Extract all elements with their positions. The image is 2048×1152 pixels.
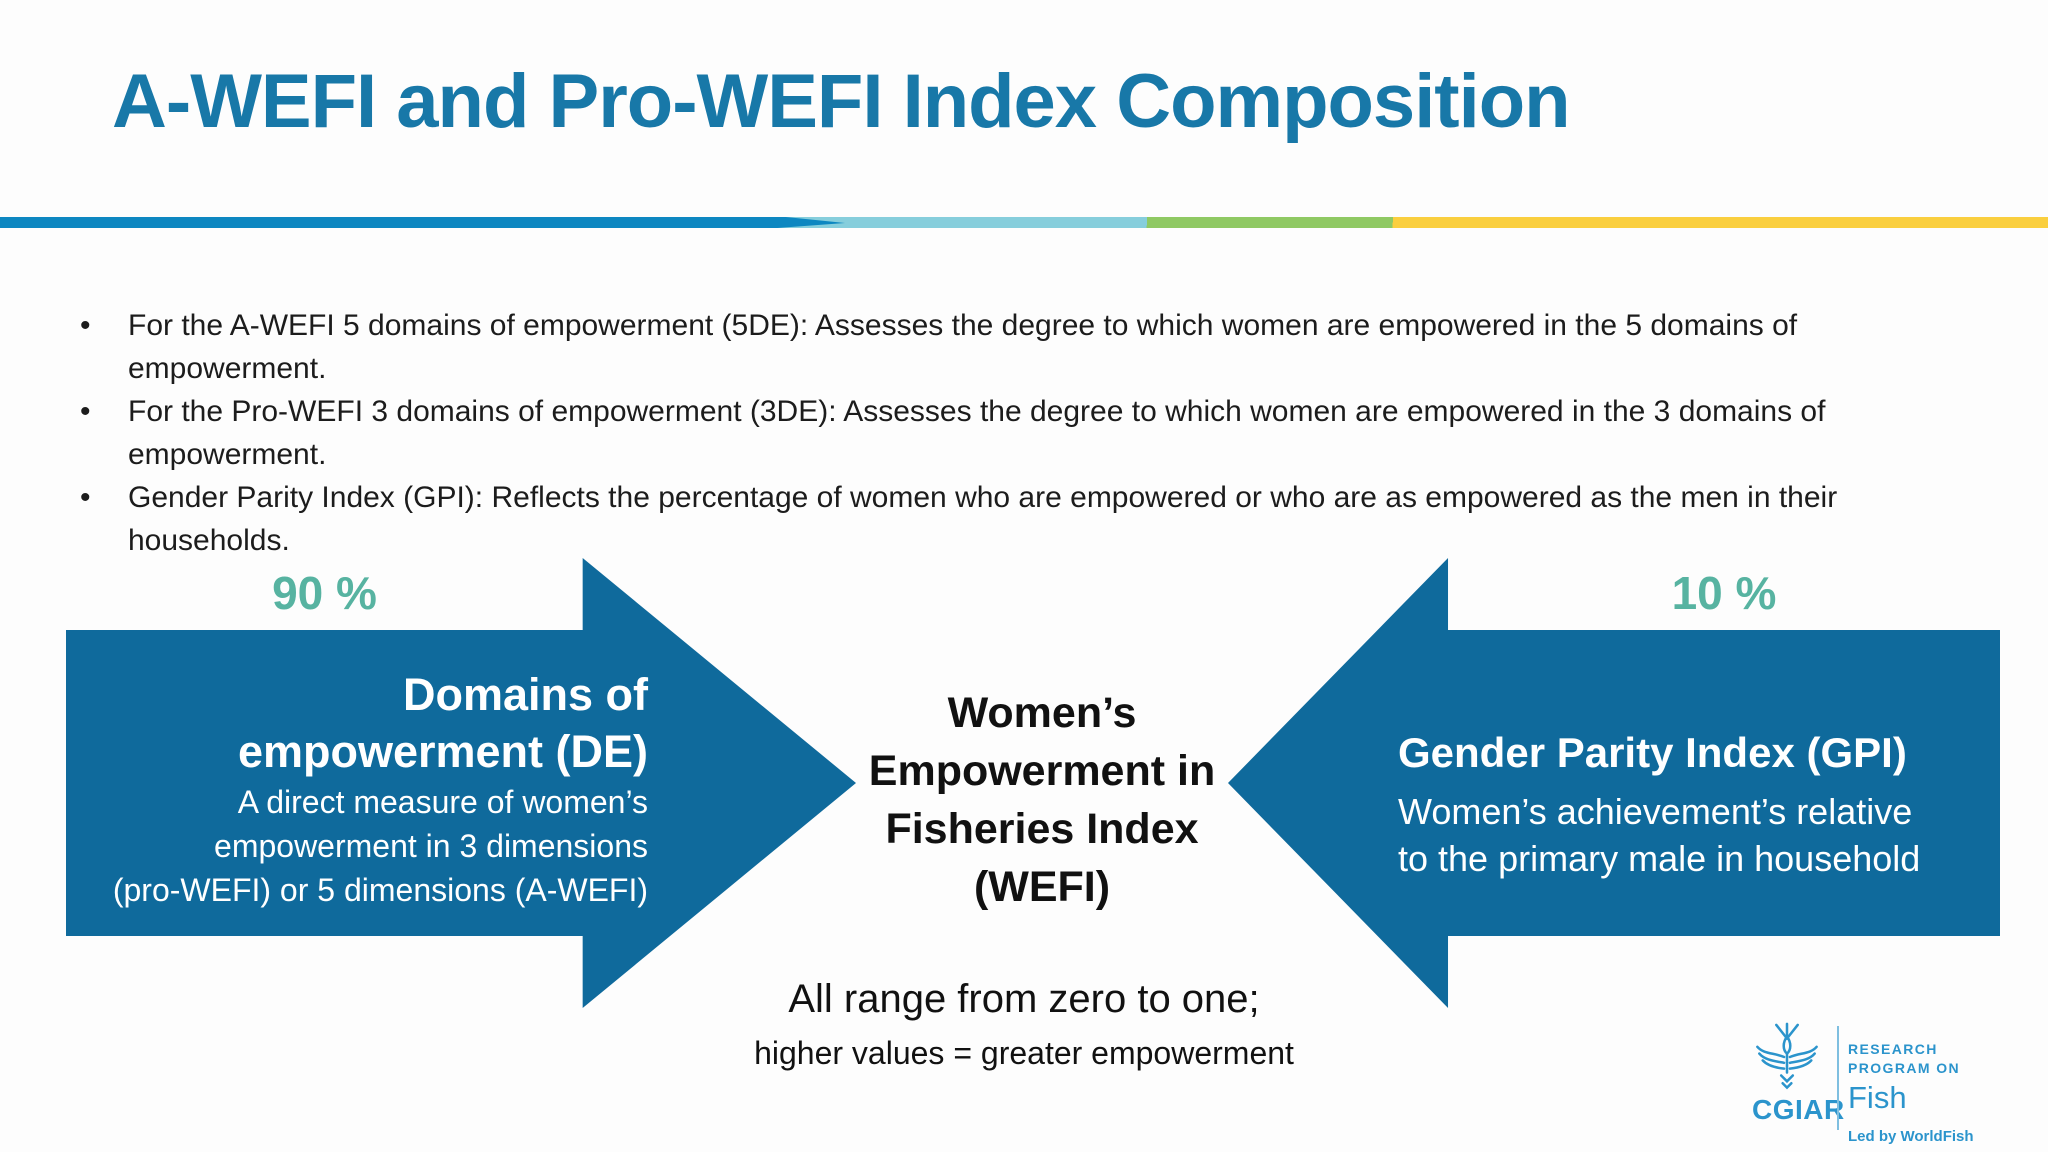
- de-heading-line: Domains of: [402, 669, 648, 720]
- gender-parity-index-block: Gender Parity Index (GPI) Women’s achiev…: [1398, 726, 1998, 882]
- wefi-title-line: Women’s: [947, 689, 1137, 737]
- divider-blue-segment: [0, 217, 845, 228]
- gpi-body-line: to the primary male in household: [1398, 838, 1921, 879]
- program-label-line: PROGRAM ON: [1848, 1060, 1960, 1076]
- page-title: A-WEFI and Pro-WEFI Index Composition: [112, 59, 1571, 144]
- bullet-text: empowerment.: [128, 438, 327, 471]
- bullet-text: For the A-WEFI 5 domains of empowerment …: [128, 309, 1798, 342]
- wefi-title-line: Fisheries Index: [885, 805, 1199, 853]
- bullet-text: households.: [128, 524, 290, 557]
- de-body-line: empowerment in 3 dimensions: [214, 828, 648, 864]
- program-name: Fish: [1848, 1080, 1907, 1115]
- range-footnote: All range from zero to one; higher value…: [524, 974, 1524, 1074]
- wefi-center-title: Women’s Empowerment in Fisheries Index (…: [822, 684, 1262, 916]
- left-percent-label: 90 %: [272, 567, 377, 619]
- gpi-heading: Gender Parity Index (GPI): [1398, 729, 1907, 776]
- cgiar-fish-logo: CGIAR RESEARCH PROGRAM ON Fish Led by Wo…: [1752, 1018, 2042, 1145]
- bullet-text: Gender Parity Index (GPI): Reflects the …: [128, 481, 1838, 514]
- wefi-title-line: Empowerment in: [868, 747, 1216, 795]
- right-percent-label: 10 %: [1671, 567, 1777, 619]
- range-footnote-line: higher values = greater empowerment: [754, 1035, 1294, 1071]
- domains-of-empowerment-block: Domains of empowerment (DE) A direct mea…: [66, 666, 648, 912]
- bullet-list: For the A-WEFI 5 domains of empowerment …: [78, 304, 1958, 562]
- list-item: For the Pro-WEFI 3 domains of empowermen…: [78, 390, 1958, 476]
- cgiar-wordmark: CGIAR: [1752, 1094, 1845, 1125]
- list-item: For the A-WEFI 5 domains of empowerment …: [78, 304, 1958, 390]
- logo-tagline: Led by WorldFish: [1848, 1128, 1974, 1145]
- range-footnote-line: All range from zero to one;: [788, 977, 1260, 1021]
- bullet-text: empowerment.: [128, 352, 327, 385]
- program-label-line: RESEARCH: [1848, 1041, 1938, 1057]
- logo-divider-line: [1837, 1026, 1839, 1130]
- de-body-line: (pro-WEFI) or 5 dimensions (A-WEFI): [112, 872, 648, 908]
- cgiar-wheat-icon: [1756, 1022, 1818, 1090]
- de-body-line: A direct measure of women’s: [237, 784, 648, 820]
- logo-program-block: RESEARCH PROGRAM ON Fish Led by WorldFis…: [1848, 1040, 1974, 1145]
- list-item: Gender Parity Index (GPI): Reflects the …: [78, 476, 1958, 562]
- wefi-title-line: (WEFI): [973, 863, 1111, 911]
- title-divider: [0, 217, 2048, 228]
- divider-gradient-segment: [0, 217, 2048, 228]
- bullet-text: For the Pro-WEFI 3 domains of empowermen…: [128, 395, 1826, 428]
- de-heading-line: empowerment (DE): [237, 726, 648, 777]
- gpi-body-line: Women’s achievement’s relative: [1398, 791, 1913, 832]
